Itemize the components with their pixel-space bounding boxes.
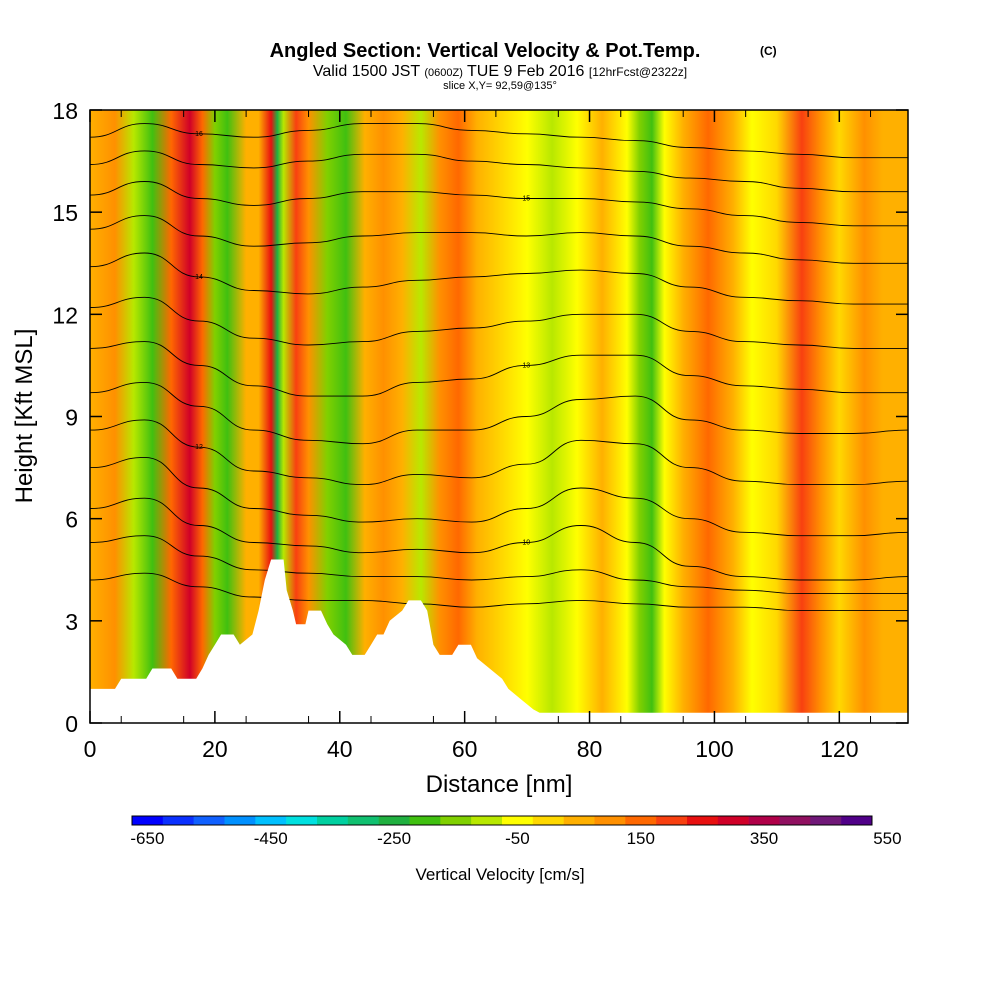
colorbar-tick-label: 350: [750, 829, 778, 848]
isentrope-label: 10: [522, 540, 530, 547]
colorbar-swatch: [471, 816, 503, 825]
colorbar-swatch: [162, 816, 194, 825]
colorbar-swatch: [656, 816, 688, 825]
colorbar-swatch: [502, 816, 534, 825]
isentrope-line: [90, 181, 908, 227]
isentrope-line: [90, 252, 908, 305]
x-tick-label: 0: [84, 736, 97, 762]
colorbar-swatch: [440, 816, 472, 825]
isentrope-line: [90, 341, 908, 397]
colorbar-swatch: [687, 816, 719, 825]
chart-title: Angled Section: Vertical Velocity & Pot.…: [270, 40, 701, 62]
colorbar-tick-label: -450: [254, 829, 288, 848]
x-tick-label: 80: [577, 736, 603, 762]
colorbar-swatch: [532, 816, 564, 825]
isentrope-line: [90, 419, 908, 486]
isentropes: 10 12 13 14 15 16: [90, 123, 908, 612]
forecast-info: [12hrFcst@2322z]: [589, 65, 687, 79]
colorbar-swatch: [224, 816, 256, 825]
colorbar-swatch: [286, 816, 318, 825]
colorbar-swatch: [594, 816, 626, 825]
velocity-field: [90, 110, 908, 723]
isentrope-line: [90, 535, 908, 595]
colorbar-swatch: [193, 816, 225, 825]
colorbar-swatch: [132, 816, 164, 825]
y-tick-label: 0: [65, 711, 78, 737]
isentrope-label: 16: [195, 131, 203, 138]
y-axis-label: Height [Kft MSL]: [11, 329, 38, 504]
isentrope-line: [90, 381, 908, 445]
isentrope-line: [90, 296, 908, 349]
colorbar-tick-label: 550: [873, 829, 901, 848]
colorbar-swatch: [841, 816, 873, 825]
x-tick-label: 60: [452, 736, 478, 762]
y-tick-label: 15: [52, 200, 78, 226]
valid-time: Valid 1500 JST: [313, 63, 421, 80]
isentrope-line: [90, 572, 908, 612]
isentrope-line: [90, 215, 908, 264]
y-tick-label: 12: [52, 302, 78, 328]
colorbar-swatch: [347, 816, 379, 825]
colorbar-swatch: [748, 816, 780, 825]
isentrope-line: [90, 497, 908, 581]
colorbar-swatch: [378, 816, 410, 825]
x-axis-label: Distance [nm]: [426, 771, 573, 798]
colorbar-label: Vertical Velocity [cm/s]: [415, 865, 584, 884]
colorbar-swatch: [625, 816, 657, 825]
colorbar: -650 -450 -250 -50 150 350 550: [130, 815, 902, 848]
isentrope-label: 13: [522, 362, 530, 369]
x-tick-label: 40: [327, 736, 353, 762]
axis-ticks: 0 20 40 60 80 100 120 0 3 6 9 12 15 18: [52, 98, 908, 762]
terrain-mask: [90, 559, 908, 723]
y-tick-label: 6: [65, 507, 78, 533]
isentrope-label: 15: [522, 196, 530, 203]
colorbar-tick-label: -650: [130, 829, 164, 848]
colorbar-swatch: [409, 816, 441, 825]
isentrope-line: [90, 150, 908, 193]
colorbar-tick-label: 150: [627, 829, 655, 848]
isentrope-line: [90, 456, 908, 537]
colorbar-swatch: [717, 816, 749, 825]
y-tick-label: 18: [52, 98, 78, 124]
colorbar-swatch: [317, 816, 349, 825]
isentrope-label: 14: [195, 274, 203, 281]
valid-zulu: (0600Z): [424, 67, 463, 79]
colorbar-tick-label: -50: [505, 829, 530, 848]
chart-subtitle: Valid 1500 JST (0600Z) TUE 9 Feb 2016 [1…: [313, 63, 687, 80]
colorbar-swatch: [810, 816, 842, 825]
slice-info: slice X,Y= 92,59@135°: [443, 80, 557, 92]
x-tick-label: 20: [202, 736, 228, 762]
colorbar-swatch: [255, 816, 287, 825]
isentrope-line: [90, 123, 908, 159]
isentrope-label: 12: [195, 444, 203, 451]
y-tick-label: 9: [65, 405, 78, 431]
chart-title-tag: (C): [760, 44, 777, 58]
colorbar-tick-label: -250: [377, 829, 411, 848]
colorbar-swatch: [563, 816, 595, 825]
y-tick-label: 3: [65, 609, 78, 635]
plot-area: 10 12 13 14 15 16: [90, 110, 908, 723]
valid-date: TUE 9 Feb 2016: [467, 63, 585, 80]
colorbar-swatch: [779, 816, 811, 825]
x-tick-label: 120: [820, 736, 858, 762]
colorbar-frame: [131, 815, 873, 826]
x-tick-label: 100: [695, 736, 733, 762]
